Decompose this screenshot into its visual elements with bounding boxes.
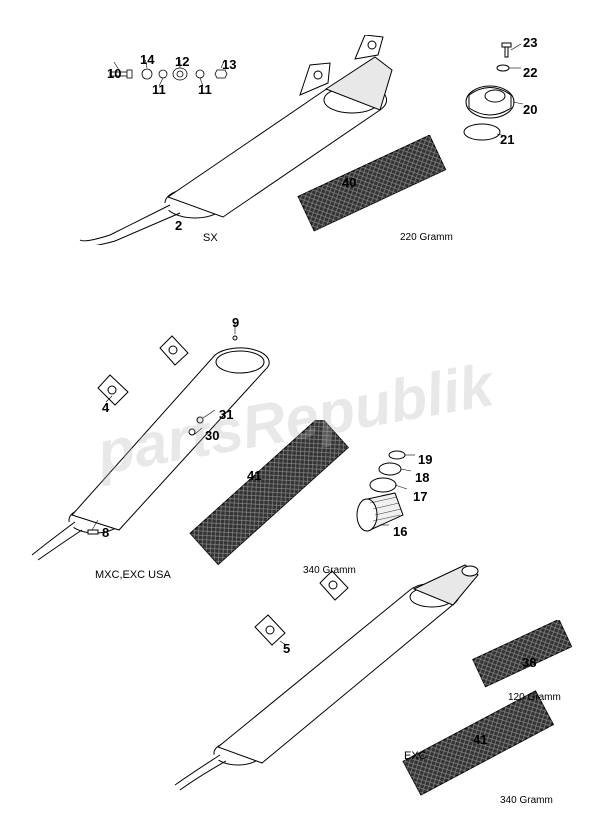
callout-17: 17 — [413, 489, 427, 504]
callout-18: 18 — [415, 470, 429, 485]
callout-21: 21 — [500, 132, 514, 147]
callout-13: 13 — [222, 57, 236, 72]
callout-10: 10 — [107, 66, 121, 81]
callout-38: 38 — [522, 655, 536, 670]
end-cap-1 — [455, 40, 535, 150]
callout-40: 40 — [342, 175, 356, 190]
packing-mat-40 — [280, 135, 460, 235]
callout-2: 2 — [175, 218, 182, 233]
callout-31: 31 — [219, 407, 233, 422]
callout-12: 12 — [175, 54, 189, 69]
model-label: MXC,EXC USA — [95, 569, 171, 581]
callout-8: 8 — [102, 525, 109, 540]
callout-11: 11 — [198, 82, 212, 97]
callout-9: 9 — [232, 315, 239, 330]
weight-label: 220 Gramm — [400, 232, 453, 243]
model-label: EXC — [404, 750, 427, 762]
exhaust-diagram: partsRepublik — [0, 0, 589, 837]
callout-22: 22 — [523, 65, 537, 80]
callout-11: 11 — [152, 82, 166, 97]
callout-4: 4 — [102, 400, 109, 415]
packing-mat-41b — [395, 690, 560, 805]
callout-19: 19 — [418, 452, 432, 467]
callout-23: 23 — [523, 35, 537, 50]
weight-label: 340 Gramm — [500, 795, 553, 806]
weight-label: 120 Gramm — [508, 692, 561, 703]
callout-14: 14 — [140, 52, 154, 67]
callout-41: 41 — [473, 732, 487, 747]
model-label: SX — [203, 232, 218, 244]
callout-41: 41 — [247, 468, 261, 483]
callout-20: 20 — [523, 102, 537, 117]
callout-5: 5 — [283, 641, 290, 656]
callout-30: 30 — [205, 428, 219, 443]
weight-label: 340 Gramm — [303, 565, 356, 576]
callout-16: 16 — [393, 524, 407, 539]
